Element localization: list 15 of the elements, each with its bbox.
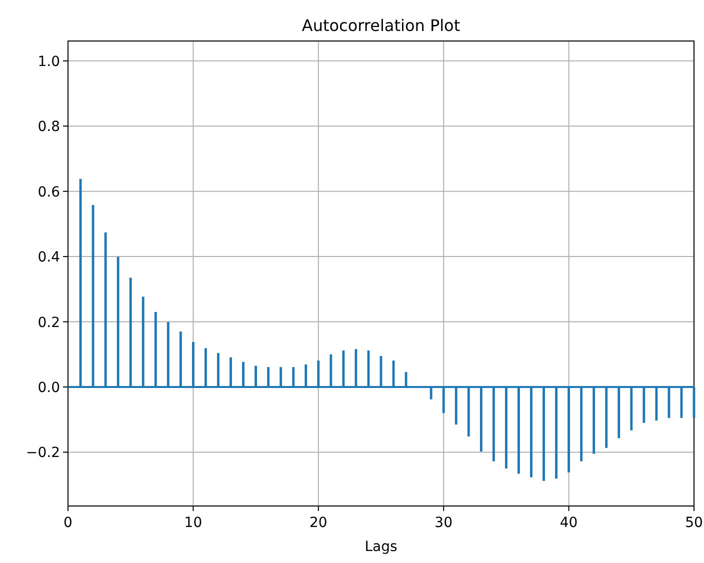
x-tick-label: 20 xyxy=(309,515,328,531)
y-tick-label: 1.0 xyxy=(38,54,60,70)
y-tick-label: 0.8 xyxy=(38,119,60,136)
chart-title: Autocorrelation Plot xyxy=(302,16,460,35)
x-tick-label: 40 xyxy=(560,515,578,531)
y-tick-label: 0.4 xyxy=(38,250,60,266)
x-tick-label: 30 xyxy=(434,515,453,531)
x-tick-label: 0 xyxy=(64,515,72,531)
y-tick-label: 0.2 xyxy=(38,314,60,331)
x-axis-title: Lags xyxy=(364,539,398,555)
x-tick-label: 10 xyxy=(184,515,202,531)
y-tick-label: 0.0 xyxy=(38,380,60,396)
y-tick-label: 0.6 xyxy=(38,184,60,200)
y-tick-label: −0.2 xyxy=(26,445,60,462)
x-tick-label: 50 xyxy=(685,515,703,531)
